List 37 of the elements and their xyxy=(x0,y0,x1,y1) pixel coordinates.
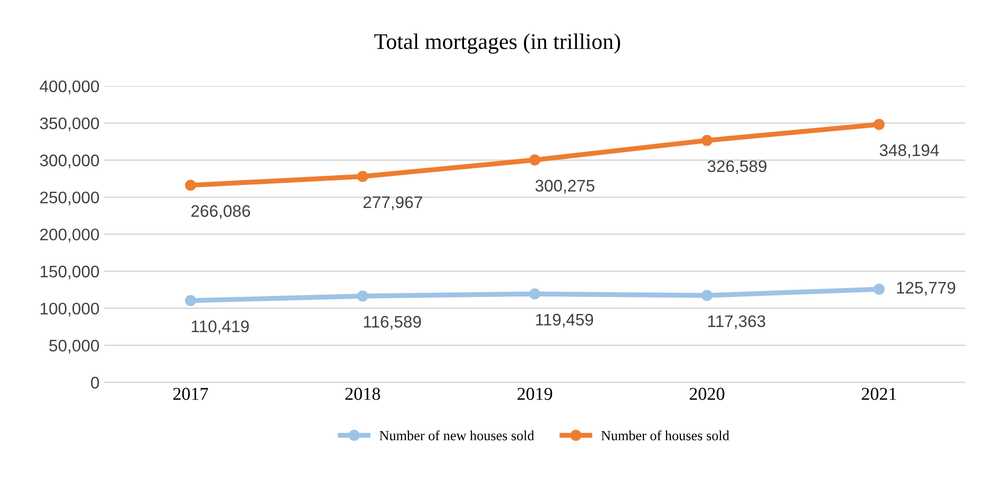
y-tick-label: 400,000 xyxy=(40,80,99,94)
y-tick-label: 0 xyxy=(90,376,99,389)
point xyxy=(184,180,196,191)
y-tick-label: 200,000 xyxy=(40,228,99,242)
point xyxy=(529,288,540,300)
data-label: 117,363 xyxy=(708,315,766,330)
y-tick-label: 300,000 xyxy=(40,154,99,168)
point xyxy=(357,290,368,302)
data-label: 277,967 xyxy=(364,196,422,210)
data-label: 125,779 xyxy=(897,282,956,296)
x-tick-label: 2020 xyxy=(690,388,724,400)
x-tick-label: 2019 xyxy=(518,388,552,400)
legend-label: Number of houses sold xyxy=(601,430,730,440)
data-label: 116,589 xyxy=(364,316,421,330)
data-label: 300,275 xyxy=(535,180,594,194)
chart-title: Total mortgages (in trillion) xyxy=(374,33,620,54)
y-tick-label: 50,000 xyxy=(49,340,99,354)
data-label: 266,086 xyxy=(191,205,250,219)
y-tick-label: 150,000 xyxy=(40,266,99,280)
data-label: 119,459 xyxy=(536,314,594,328)
point xyxy=(357,170,368,182)
point xyxy=(874,284,885,295)
y-tick-label: 100,000 xyxy=(40,302,99,316)
point xyxy=(874,118,885,130)
point xyxy=(701,134,713,146)
data-label: 348,194 xyxy=(880,144,939,158)
legend-label: Number of new houses sold xyxy=(380,430,534,440)
data-label: 110,419 xyxy=(192,320,249,334)
point xyxy=(529,154,540,166)
x-tick-label: 2017 xyxy=(173,388,208,400)
point xyxy=(701,290,713,301)
data-label: 326,589 xyxy=(708,160,766,174)
x-tick-label: 2018 xyxy=(345,388,380,400)
x-tick-label: 2021 xyxy=(862,388,896,400)
y-tick-label: 250,000 xyxy=(40,192,99,206)
point xyxy=(184,295,196,306)
y-tick-label: 350,000 xyxy=(40,117,99,132)
